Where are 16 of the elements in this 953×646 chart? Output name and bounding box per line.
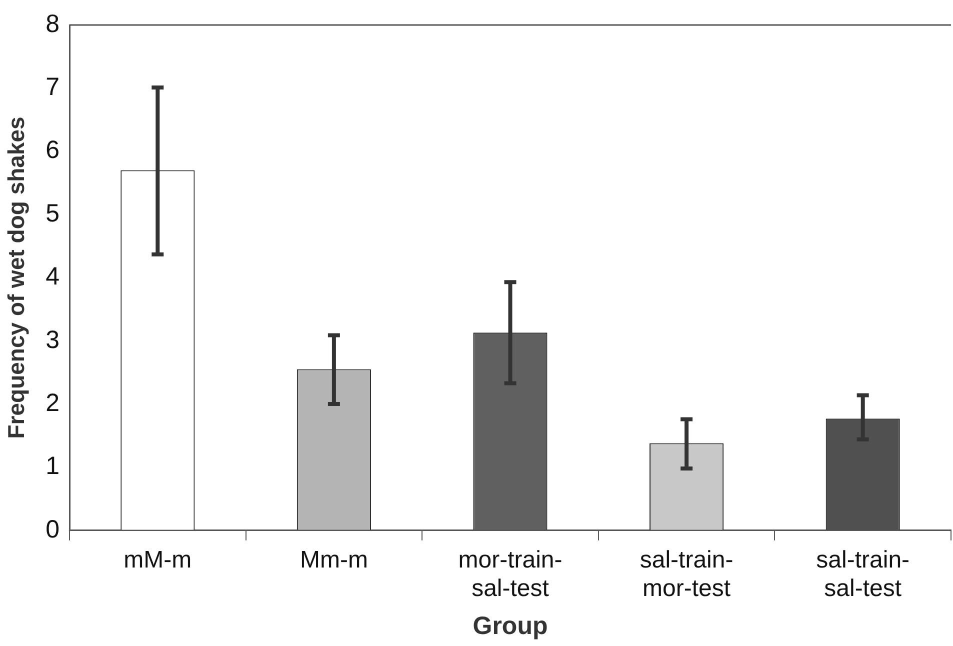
x-tick-label: mor-train-sal-test [458,546,562,602]
y-axis-title: Frequency of wet dog shakes [3,116,30,439]
y-tick-label: 7 [46,73,60,102]
y-tick-label: 3 [46,326,60,354]
x-axis-title: Group [472,612,548,640]
y-tick-label: 8 [46,10,60,38]
y-tick-label: 5 [46,199,60,228]
y-tick-label: 6 [46,136,60,164]
y-tick-label: 1 [46,452,60,480]
x-tick-label: sal-train-sal-test [816,546,910,602]
x-tick-label: Mm-m [300,546,368,574]
x-tick-label: sal-train-mor-test [640,546,734,602]
x-tick-label: mM-m [124,546,192,574]
y-tick-label: 0 [46,515,60,544]
y-tick-label: 2 [46,388,60,417]
y-tick-label: 4 [46,262,60,291]
